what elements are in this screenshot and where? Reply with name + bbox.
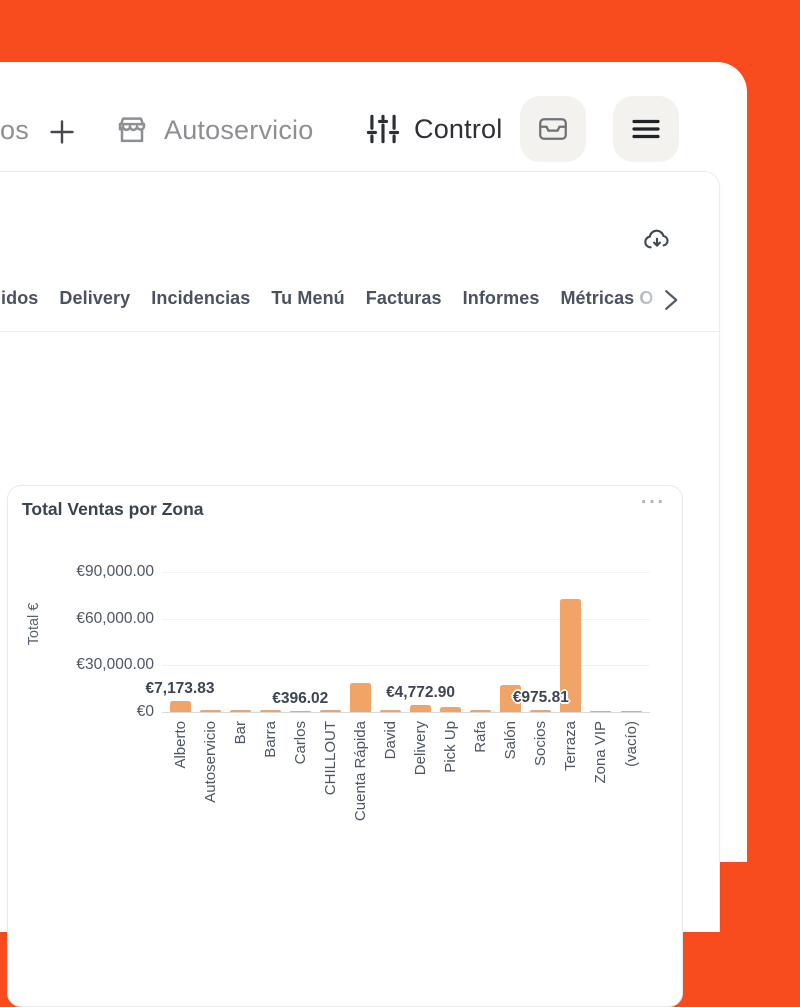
bar-salón[interactable] bbox=[500, 685, 522, 712]
bar-value-label: €7,173.83 bbox=[145, 679, 215, 697]
x-tick-label: Barra bbox=[261, 721, 279, 758]
cloud-download-icon bbox=[641, 224, 673, 256]
nav-item-autoservicio[interactable]: Autoservicio bbox=[112, 110, 313, 150]
tabs-scroll-right-button[interactable] bbox=[655, 284, 685, 316]
cash-drawer-button[interactable] bbox=[520, 96, 586, 162]
x-tick-label: Carlos bbox=[291, 721, 309, 765]
x-tick-label: Alberto bbox=[171, 721, 189, 769]
chart-title: Total Ventas por Zona bbox=[22, 499, 204, 519]
tab-informes[interactable]: Informes bbox=[462, 288, 540, 308]
y-tick-label: €90,000.00 bbox=[76, 562, 154, 580]
chart-options-button[interactable]: ··· bbox=[641, 492, 666, 513]
bar-rafa[interactable] bbox=[470, 710, 492, 712]
x-tick-label: Cuenta Rápida bbox=[351, 721, 369, 822]
x-tick-label: Delivery bbox=[412, 721, 430, 776]
x-tick-label: Bar bbox=[231, 721, 249, 745]
bar-value-label: €975.81 bbox=[512, 689, 569, 707]
chart-card: Total Ventas por Zona ··· Total € €0 €30,… bbox=[7, 485, 683, 1007]
chevron-right-icon bbox=[655, 284, 685, 316]
bar-value-label: €396.02 bbox=[272, 689, 329, 707]
bar--vacío-[interactable] bbox=[620, 710, 642, 712]
sliders-icon bbox=[364, 110, 402, 148]
bar-barra[interactable] bbox=[259, 710, 281, 712]
tab-incidencias[interactable]: Incidencias bbox=[151, 288, 251, 308]
bar-autoservicio[interactable] bbox=[199, 710, 221, 712]
x-tick-label: Zona VIP bbox=[592, 721, 610, 784]
download-report-button[interactable] bbox=[641, 224, 673, 256]
storefront-icon bbox=[112, 110, 152, 150]
bar-value-label: €4,772.90 bbox=[386, 683, 456, 701]
gridline bbox=[162, 712, 650, 713]
nav-item-label: Control bbox=[414, 113, 503, 144]
y-tick-label: €0 bbox=[136, 703, 154, 720]
bar-chillout[interactable] bbox=[319, 709, 341, 712]
x-tick-label: David bbox=[381, 721, 399, 760]
x-tick-label: Rafa bbox=[472, 721, 490, 753]
gridline bbox=[162, 665, 650, 667]
bar-terraza[interactable] bbox=[560, 599, 582, 712]
cash-drawer-icon bbox=[535, 111, 571, 147]
bar-david[interactable] bbox=[379, 710, 401, 712]
menu-button[interactable] bbox=[613, 96, 679, 162]
bar-zona-vip[interactable] bbox=[590, 710, 612, 712]
x-tick-label: Salón bbox=[502, 721, 520, 760]
bar-carlos[interactable] bbox=[289, 710, 311, 712]
top-navigation: os Autoservicio bbox=[0, 96, 720, 168]
bar-delivery[interactable] bbox=[410, 704, 432, 712]
x-tick-label: (vacío) bbox=[622, 721, 640, 767]
x-tick-label: CHILLOUT bbox=[321, 721, 339, 796]
tabs-divider bbox=[0, 331, 719, 332]
bar-pick-up[interactable] bbox=[440, 707, 462, 712]
bar-chart: Total € €0 €30,000.00 €60,000.00 €90,000.00… bbox=[8, 486, 682, 1006]
y-tick-label: €60,000.00 bbox=[76, 609, 154, 627]
tab-delivery[interactable]: Delivery bbox=[59, 288, 131, 308]
tab-facturas[interactable]: Facturas bbox=[365, 288, 442, 308]
nav-item-label: Autoservicio bbox=[164, 114, 314, 145]
content-panel: idos Delivery Incidencias Tu Menú Facturas In… bbox=[0, 171, 720, 1007]
bar-alberto[interactable] bbox=[169, 700, 191, 712]
nav-item-truncated[interactable]: os bbox=[0, 115, 29, 145]
add-button[interactable] bbox=[44, 114, 80, 150]
tab-idos[interactable]: idos bbox=[1, 288, 39, 308]
x-tick-label: Autoservicio bbox=[201, 721, 219, 803]
x-tick-label: Pick Up bbox=[442, 721, 460, 773]
plus-icon bbox=[44, 114, 80, 150]
gridline bbox=[162, 571, 650, 573]
y-tick-label: €30,000.00 bbox=[76, 656, 154, 674]
bar-cuenta-rápida[interactable] bbox=[349, 683, 371, 712]
tab-tu-menú[interactable]: Tu Menú bbox=[271, 288, 345, 308]
x-tick-label: Socios bbox=[532, 721, 550, 767]
report-tabs: idos Delivery Incidencias Tu Menú Facturas In… bbox=[1, 288, 686, 309]
bar-socios[interactable] bbox=[530, 710, 552, 712]
hamburger-menu-icon bbox=[628, 111, 664, 147]
x-tick-label: Terraza bbox=[562, 721, 580, 772]
bar-bar[interactable] bbox=[229, 710, 251, 712]
app-window: os Autoservicio bbox=[0, 62, 747, 1007]
gridline bbox=[162, 618, 650, 620]
nav-item-control[interactable]: Control bbox=[364, 110, 502, 148]
